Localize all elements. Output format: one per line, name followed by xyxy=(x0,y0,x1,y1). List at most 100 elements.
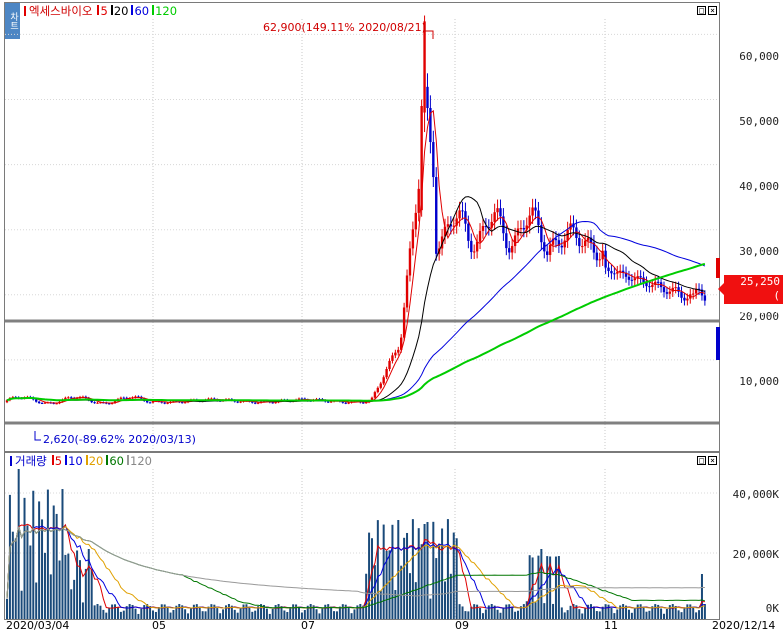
volume-bar xyxy=(280,606,283,619)
volume-bar xyxy=(575,605,578,619)
volume-ma-line xyxy=(6,525,705,609)
ma-line xyxy=(6,220,706,402)
volume-bar xyxy=(207,606,210,619)
volume-bar xyxy=(189,608,192,619)
candle-body xyxy=(627,276,631,280)
candle-body xyxy=(554,238,558,241)
volume-bar xyxy=(315,609,318,619)
candle-body xyxy=(475,241,479,252)
maximize-icon[interactable]: □ xyxy=(697,456,706,465)
volume-bar xyxy=(543,603,546,619)
volume-chart-pane[interactable]: 거래량 5 10 20 60 120 □ × xyxy=(4,452,720,620)
price-legend: 엑세스바이오 5 20 60 120 xyxy=(21,3,177,19)
price-chart-pane[interactable]: 차트 엑세스바이오 5 20 60 120 □ × 62,900(149.11% 20… xyxy=(4,2,720,452)
volume-bar xyxy=(613,613,616,619)
close-icon[interactable]: × xyxy=(708,6,717,15)
volume-bar xyxy=(41,519,44,619)
volume-ma-line xyxy=(6,525,705,609)
candle-body xyxy=(604,250,607,268)
candle-body xyxy=(344,402,347,404)
volume-bar xyxy=(163,604,166,619)
volume-bar xyxy=(698,610,701,619)
candle-body xyxy=(145,400,149,403)
x-label: 11 xyxy=(604,619,618,632)
candle-body xyxy=(452,225,455,227)
volume-bar xyxy=(432,521,435,619)
candle-body xyxy=(531,207,534,216)
volume-bar xyxy=(172,609,175,619)
volume-bar xyxy=(76,550,79,619)
volume-bar xyxy=(420,544,423,619)
volume-bar xyxy=(397,520,400,619)
candle-body xyxy=(254,402,257,404)
volume-bar xyxy=(625,605,628,619)
candle-body xyxy=(619,270,622,273)
volume-bar xyxy=(537,555,540,619)
volume-bar xyxy=(514,611,517,619)
candle-body xyxy=(654,281,657,285)
volume-bar xyxy=(140,608,143,619)
volume-bar xyxy=(435,558,438,619)
volume-bar xyxy=(388,550,391,619)
volume-bar xyxy=(540,549,543,619)
volume-bar xyxy=(683,607,686,619)
candle-body xyxy=(616,272,619,274)
ma-line xyxy=(6,262,706,402)
candle-body xyxy=(90,400,93,403)
volume-bar xyxy=(665,608,668,619)
volume-bar xyxy=(630,612,633,619)
volume-bar xyxy=(35,582,38,619)
volume-bar xyxy=(411,519,414,619)
volume-bar xyxy=(639,604,642,619)
candle-body xyxy=(662,287,666,293)
candle-body xyxy=(432,142,435,178)
volume-bar xyxy=(178,604,181,619)
candle-body xyxy=(595,252,599,261)
volume-bar xyxy=(67,553,70,619)
volume-bar xyxy=(108,607,111,619)
volume-bar xyxy=(111,604,114,619)
candle-body xyxy=(402,307,406,338)
volume-bar xyxy=(517,610,519,619)
close-icon[interactable]: × xyxy=(708,456,717,465)
volume-bar xyxy=(20,590,23,619)
price-pane-window-controls: □ × xyxy=(697,6,717,15)
volume-bar xyxy=(572,604,575,619)
candle-body xyxy=(534,207,537,211)
volume-ma-line xyxy=(6,523,705,609)
volume-bar xyxy=(368,532,371,619)
legend-marker xyxy=(85,455,88,465)
volume-bar xyxy=(198,606,201,619)
chart-side-tab[interactable]: 차트 xyxy=(5,3,20,39)
volume-bar xyxy=(49,574,52,619)
candle-body xyxy=(75,397,79,399)
volume-bar xyxy=(627,609,630,619)
candle-body xyxy=(499,208,502,217)
candle-body xyxy=(686,298,689,301)
volume-bar xyxy=(525,601,528,619)
legend-marker xyxy=(127,455,129,465)
candle-body xyxy=(119,397,123,399)
volume-bar xyxy=(105,612,108,619)
volume-bar xyxy=(417,528,420,619)
volume-name: 거래량 xyxy=(15,454,47,468)
volume-bar xyxy=(61,489,64,619)
candle-body xyxy=(35,399,38,402)
volume-bar xyxy=(496,609,499,619)
volume-bar xyxy=(689,604,692,619)
candle-body xyxy=(376,387,380,393)
volume-bar xyxy=(581,613,584,619)
ma-legend-label: 120 xyxy=(130,454,152,468)
volume-bar xyxy=(365,573,368,619)
volume-bar xyxy=(195,604,198,619)
maximize-icon[interactable]: □ xyxy=(697,6,706,15)
candle-body xyxy=(181,402,184,404)
volume-bar xyxy=(8,494,11,619)
candle-body xyxy=(262,401,266,403)
volume-bar xyxy=(93,605,96,619)
volume-bar xyxy=(87,549,90,619)
volume-bar xyxy=(52,505,55,619)
candle-body xyxy=(128,398,131,400)
volume-bar xyxy=(157,607,160,619)
volume-bar xyxy=(236,612,239,619)
